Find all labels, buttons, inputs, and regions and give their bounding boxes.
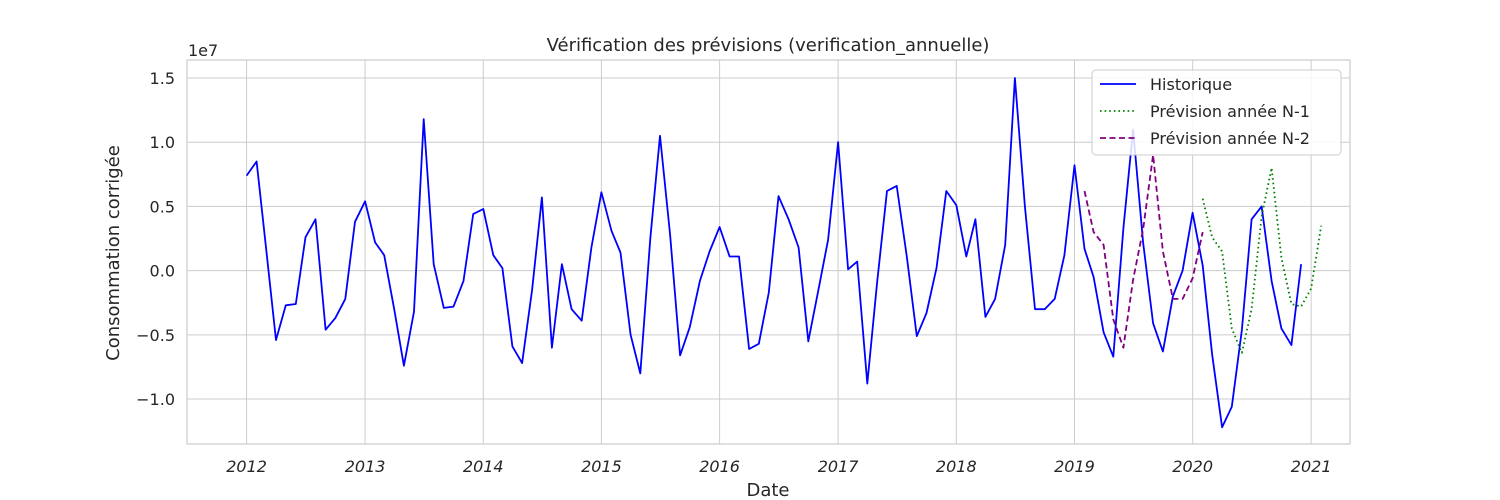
y-tick-label: 0.5 bbox=[150, 197, 175, 216]
legend-box bbox=[1091, 69, 1342, 156]
x-tick-label: 2019 bbox=[1054, 457, 1095, 476]
y-tick-label: 1.5 bbox=[150, 69, 175, 88]
y-axis-title: Consommation corrigée bbox=[103, 145, 124, 361]
legend: Historique Prévision année N-1 Prévision… bbox=[1091, 69, 1342, 156]
series-lines bbox=[245, 77, 1323, 429]
legend-label-prevision-n1: Prévision année N-1 bbox=[1150, 102, 1310, 121]
legend-label-historique: Historique bbox=[1150, 75, 1232, 94]
y-tick-label: 0.0 bbox=[150, 262, 175, 281]
plot-frame bbox=[186, 59, 1351, 445]
y-tick-label: −1.0 bbox=[136, 390, 175, 409]
series-line-0 bbox=[245, 77, 1302, 429]
x-tick-label: 2015 bbox=[581, 457, 622, 476]
y-tick-label: −0.5 bbox=[136, 326, 175, 345]
x-tick-label: 2012 bbox=[226, 457, 267, 476]
legend-label-prevision-n2: Prévision année N-2 bbox=[1150, 129, 1310, 148]
y-tick-label: 1.0 bbox=[150, 133, 175, 152]
x-tick-label: 2014 bbox=[463, 457, 504, 476]
x-tick-label: 2018 bbox=[936, 457, 977, 476]
series-line-2 bbox=[1083, 154, 1204, 349]
chart-title: Vérification des prévisions (verificatio… bbox=[547, 35, 990, 56]
x-tick-label: 2013 bbox=[345, 457, 386, 476]
x-tick-label: 2021 bbox=[1291, 457, 1332, 476]
x-tick-label: 2017 bbox=[818, 457, 860, 476]
x-axis-title: Date bbox=[746, 480, 789, 500]
x-tick-label: 2020 bbox=[1172, 457, 1213, 476]
tick-labels: 2012 2013 2014 2015 2016 2017 2018 2019 2020 2021… bbox=[136, 69, 1331, 476]
y-axis-offset-label: 1e7 bbox=[188, 41, 218, 60]
x-tick-label: 2016 bbox=[699, 457, 740, 476]
